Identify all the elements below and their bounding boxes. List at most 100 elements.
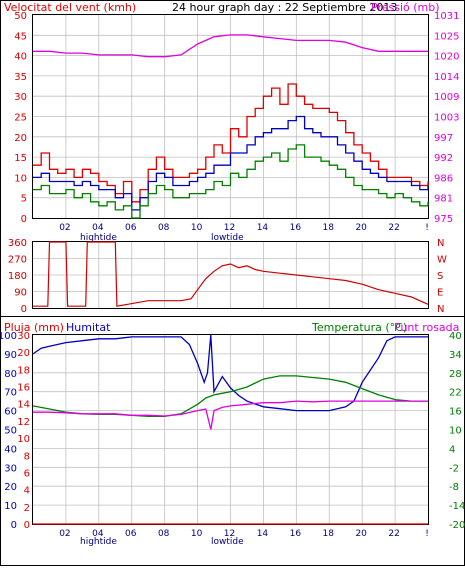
hour-tick-label-bottom: 22: [388, 529, 399, 539]
hour-tick-label-top: 08: [158, 223, 170, 233]
wind-axis-tick-label: 5: [21, 194, 27, 205]
hour-tick-label-top: 14: [257, 223, 269, 233]
compass-tick-label: N: [437, 304, 444, 315]
wind-direction-line: [33, 241, 429, 307]
direction-axis-tick-label: 270: [8, 255, 27, 266]
temperature-axis-tick-label: -20: [449, 520, 465, 531]
hour-tick-label-bottom: 18: [323, 529, 335, 539]
compass-tick-label: N: [437, 238, 444, 249]
graph-date-title: 24 hour graph day : 22 Septiembre 2013: [172, 1, 397, 14]
hour-tick-label-top: 06: [125, 223, 137, 233]
hour-tick-label-bottom: 16: [290, 529, 302, 539]
wind-axis-tick-label: 45: [14, 31, 27, 42]
humidity-axis-tick-label: 100: [0, 331, 17, 342]
wind-speed-label: Velocitat del vent (kmh): [4, 1, 136, 14]
wind-axis-tick-label: 30: [14, 92, 27, 103]
lowtide-label-bottom: lowtide: [211, 537, 244, 547]
compass-tick-label: W: [437, 255, 447, 266]
humidity-axis-tick-label: 70: [4, 388, 17, 399]
wind-plot-frame: [32, 14, 429, 219]
humidity-axis-tick-label: 30: [4, 463, 17, 474]
hightide-label-top: hightide: [80, 233, 117, 243]
pressure-axis-tick-label: 1009: [434, 92, 459, 103]
direction-axis-tick-label: 90: [14, 288, 27, 299]
wind-axis-tick-label: 20: [14, 133, 27, 144]
temperature-label: Temperatura (°C): [311, 321, 407, 334]
temperature-axis-tick-label: 40: [449, 331, 462, 342]
hour-tick-label-bottom: 08: [158, 529, 170, 539]
rain-axis-tick-label: 18: [17, 365, 30, 376]
hour-tick-label-top: 02: [59, 223, 70, 233]
dewpoint-line: [33, 400, 428, 430]
wind-axis-tick-label: 25: [14, 113, 27, 124]
hour-tick-label-top: !: [425, 223, 429, 233]
rain-axis-tick-label: 20: [17, 348, 30, 359]
hour-tick-label-top: 22: [388, 223, 399, 233]
hour-tick-label-bottom: 10: [191, 529, 203, 539]
hightide-label-bottom: hightide: [80, 537, 117, 547]
pressure-axis-tick-label: 1003: [434, 113, 459, 124]
temperature-axis-tick-label: -2: [449, 463, 459, 474]
compass-tick-label: E: [437, 288, 443, 299]
hour-tick-label-bottom: 06: [125, 529, 137, 539]
pressure-axis-tick-label: 997: [434, 133, 453, 144]
grid-lines: [33, 15, 428, 524]
wind-axis-tick-label: 40: [14, 52, 27, 63]
wind-axis-tick-label: 35: [14, 72, 27, 83]
rain-axis-tick-label: 0: [24, 520, 30, 531]
axis-labels: 0202040406060808101012121414161618182020…: [0, 11, 465, 539]
rain-axis-tick-label: 14: [17, 400, 30, 411]
hour-tick-label-top: 12: [224, 223, 235, 233]
wind-axis-tick-label: 15: [14, 153, 27, 164]
humidity-axis-tick-label: 20: [4, 482, 17, 493]
direction-plot-frame: [32, 241, 429, 309]
hour-tick-label-top: 18: [323, 223, 335, 233]
humidity-axis-tick-label: 80: [4, 369, 17, 380]
pressure-axis-tick-label: 1031: [434, 11, 459, 22]
wind-low-line: [33, 144, 429, 219]
humidity-axis-tick-label: 40: [4, 444, 17, 455]
hour-tick-label-top: 16: [290, 223, 302, 233]
compass-tick-label: S: [437, 271, 443, 282]
rain-axis-tick-label: 30: [17, 331, 30, 342]
wind-axis-tick-label: 10: [14, 173, 27, 184]
pressure-line: [33, 34, 428, 58]
humidity-axis-tick-label: 10: [4, 501, 17, 512]
rain-axis-tick-label: 6: [24, 468, 30, 479]
hour-tick-label-bottom: 12: [224, 529, 235, 539]
rain-label: Pluja (mm): [4, 321, 64, 334]
rain-axis-tick-label: 2: [24, 503, 30, 514]
pressure-label: Pressió (mb): [371, 1, 440, 14]
temperature-axis-tick-label: 34: [449, 350, 462, 361]
pressure-axis-tick-label: 975: [434, 214, 453, 225]
humidity-axis-tick-label: 50: [4, 426, 17, 437]
hour-tick-label-bottom: 02: [59, 529, 70, 539]
humidity-axis-tick-label: 90: [4, 350, 17, 361]
rain-axis-tick-label: 16: [17, 383, 30, 394]
temperature-axis-tick-label: 28: [449, 369, 462, 380]
humidity-line: [32, 334, 428, 412]
rain-axis-tick-label: 8: [24, 451, 30, 462]
wind-axis-tick-label: 50: [14, 11, 27, 22]
temperature-axis-tick-label: -14: [449, 501, 465, 512]
direction-axis-tick-label: 0: [21, 304, 27, 315]
pressure-axis-tick-label: 1025: [434, 31, 459, 42]
hour-tick-label-bottom: 14: [257, 529, 269, 539]
lowtide-label-top: lowtide: [211, 233, 244, 243]
rain-axis-tick-label: 10: [17, 434, 30, 445]
pressure-axis-tick-label: 1020: [434, 52, 459, 63]
hour-tick-label-bottom: !: [425, 529, 429, 539]
direction-axis-tick-label: 360: [8, 238, 27, 249]
humidity-label: Humitat: [66, 321, 111, 334]
hour-tick-label-bottom: 04: [92, 529, 104, 539]
rain-axis-tick-label: 12: [17, 417, 30, 428]
wind-axis-tick-label: 0: [21, 214, 27, 225]
hour-tick-label-top: 10: [191, 223, 203, 233]
pressure-axis-tick-label: 981: [434, 194, 453, 205]
hour-tick-label-top: 04: [92, 223, 104, 233]
hour-tick-label-top: 20: [355, 223, 367, 233]
temperature-axis-tick-label: 22: [449, 388, 462, 399]
dewpoint-label: Punt rosada: [394, 321, 459, 334]
